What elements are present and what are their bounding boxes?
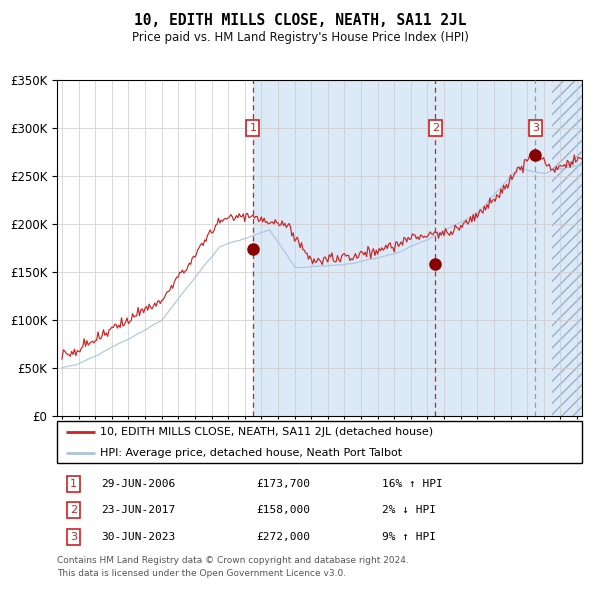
Text: 1: 1 xyxy=(250,123,256,133)
Text: 10, EDITH MILLS CLOSE, NEATH, SA11 2JL (detached house): 10, EDITH MILLS CLOSE, NEATH, SA11 2JL (… xyxy=(100,427,433,437)
Text: HPI: Average price, detached house, Neath Port Talbot: HPI: Average price, detached house, Neat… xyxy=(100,448,402,457)
Text: 2: 2 xyxy=(70,506,77,515)
Text: 1: 1 xyxy=(70,479,77,489)
Text: 29-JUN-2006: 29-JUN-2006 xyxy=(101,479,176,489)
Text: Contains HM Land Registry data © Crown copyright and database right 2024.: Contains HM Land Registry data © Crown c… xyxy=(57,556,409,565)
Text: 9% ↑ HPI: 9% ↑ HPI xyxy=(383,532,437,542)
Text: 16% ↑ HPI: 16% ↑ HPI xyxy=(383,479,443,489)
Bar xyxy=(552,70,582,416)
Text: 2: 2 xyxy=(432,123,439,133)
Bar xyxy=(253,80,552,416)
Text: £173,700: £173,700 xyxy=(257,479,311,489)
Text: 10, EDITH MILLS CLOSE, NEATH, SA11 2JL: 10, EDITH MILLS CLOSE, NEATH, SA11 2JL xyxy=(134,13,466,28)
Text: 3: 3 xyxy=(70,532,77,542)
Text: 3: 3 xyxy=(532,123,539,133)
Text: Price paid vs. HM Land Registry's House Price Index (HPI): Price paid vs. HM Land Registry's House … xyxy=(131,31,469,44)
Text: 2% ↓ HPI: 2% ↓ HPI xyxy=(383,506,437,515)
Text: 30-JUN-2023: 30-JUN-2023 xyxy=(101,532,176,542)
Text: 23-JUN-2017: 23-JUN-2017 xyxy=(101,506,176,515)
Text: £158,000: £158,000 xyxy=(257,506,311,515)
Text: £272,000: £272,000 xyxy=(257,532,311,542)
Text: This data is licensed under the Open Government Licence v3.0.: This data is licensed under the Open Gov… xyxy=(57,569,346,578)
